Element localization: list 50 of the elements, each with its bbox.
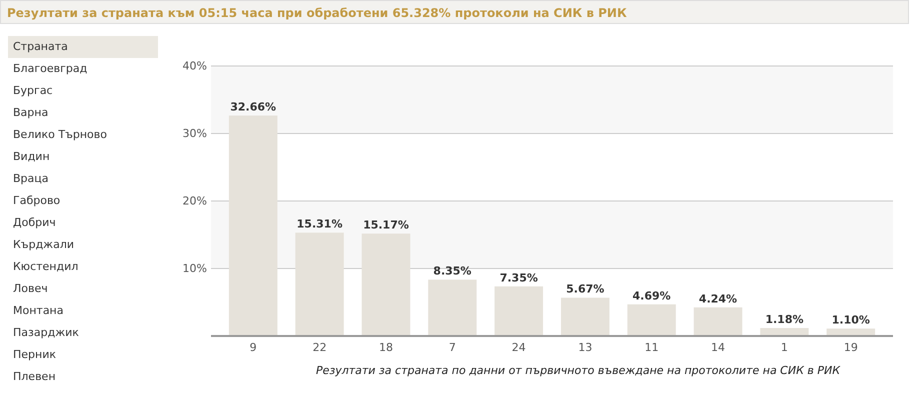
text: Бургас [12, 83, 54, 99]
text: Велико Търново [12, 127, 108, 143]
x-tick-label: 7 [448, 340, 456, 354]
x-tick-label: 18 [378, 340, 393, 354]
x-tick-label: 9 [250, 340, 257, 354]
text: Варна [12, 105, 50, 121]
bar [362, 234, 410, 336]
bar [694, 307, 742, 336]
text: Плевен [12, 369, 57, 385]
y-tick-label: 20% [182, 194, 207, 208]
data-label: 1.18% [765, 313, 804, 326]
data-label: 7.35% [500, 271, 538, 284]
text: Видин [12, 149, 51, 165]
text: Кюстендил [12, 259, 80, 275]
data-label: 5.67% [566, 282, 604, 296]
bar [560, 298, 610, 336]
x-tick-label: 19 [844, 340, 858, 354]
data-label: 1.10% [832, 314, 870, 327]
x-tick-label: 1 [780, 340, 788, 354]
data-label: 32.66% [230, 100, 276, 114]
text: Резултати за страната към 05:15 часа при обработени 65.328% протоколи на СИК в РИК [0, 0, 909, 24]
bar [228, 116, 278, 336]
data-label: 8.35% [433, 264, 472, 278]
x-tick-label: 13 [578, 340, 592, 354]
text: Габрово [12, 193, 62, 209]
y-tick-label: 40% [182, 60, 207, 73]
text: Резултати за страната по данни от първичното въвеждане на протоколите на СИК в РИК [316, 364, 842, 377]
x-tick-label: 11 [644, 340, 659, 354]
bar [428, 280, 477, 336]
x-tick-label: 22 [312, 340, 327, 354]
data-label: 15.31% [296, 218, 342, 231]
text: Пазарджик [12, 325, 80, 341]
text: Страната [8, 36, 158, 58]
y-tick-label: 30% [182, 127, 207, 140]
text: Враца [12, 171, 50, 187]
bar [295, 232, 344, 336]
text: Добрич [12, 215, 57, 231]
bar [494, 286, 544, 336]
text: Ловеч [12, 281, 49, 297]
text: Монтана [12, 303, 64, 319]
text: Кърджали [12, 237, 75, 253]
data-label: 15.17% [363, 218, 409, 232]
data-label: 4.69% [632, 289, 671, 302]
text: Благоевград [12, 61, 88, 77]
x-tick-label: 14 [711, 340, 726, 354]
x-tick-label: 24 [512, 340, 526, 354]
y-tick-label: 10% [182, 262, 207, 276]
text: Перник [12, 347, 58, 363]
data-label: 4.24% [698, 292, 738, 306]
bar [627, 304, 676, 336]
